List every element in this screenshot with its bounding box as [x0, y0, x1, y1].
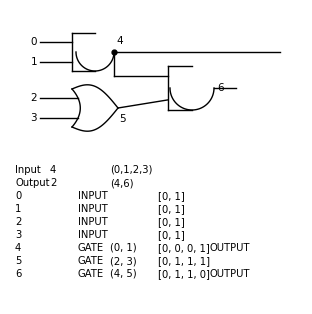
Text: INPUT: INPUT — [78, 230, 108, 240]
Text: 1: 1 — [15, 204, 22, 214]
Text: (0, 1): (0, 1) — [110, 243, 137, 253]
Text: 3: 3 — [30, 113, 37, 123]
Text: 5: 5 — [15, 256, 22, 266]
Text: [0, 1]: [0, 1] — [158, 204, 185, 214]
Text: 4: 4 — [15, 243, 21, 253]
Text: GATE: GATE — [78, 243, 104, 253]
Text: Output: Output — [15, 178, 50, 188]
Text: 2: 2 — [15, 217, 22, 227]
Text: 1: 1 — [30, 57, 37, 67]
Text: [0, 1, 1, 0]: [0, 1, 1, 0] — [158, 269, 210, 279]
Text: OUTPUT: OUTPUT — [210, 269, 251, 279]
Text: GATE: GATE — [78, 269, 104, 279]
Text: 2: 2 — [30, 93, 37, 103]
Text: [0, 0, 0, 1]: [0, 0, 0, 1] — [158, 243, 210, 253]
Text: [0, 1, 1, 1]: [0, 1, 1, 1] — [158, 256, 210, 266]
Text: 6: 6 — [15, 269, 22, 279]
Text: 3: 3 — [15, 230, 21, 240]
Text: 4: 4 — [50, 165, 56, 175]
Text: (4,6): (4,6) — [110, 178, 134, 188]
Text: [0, 1]: [0, 1] — [158, 230, 185, 240]
Text: (2, 3): (2, 3) — [110, 256, 137, 266]
Text: [0, 1]: [0, 1] — [158, 191, 185, 201]
Text: INPUT: INPUT — [78, 204, 108, 214]
Text: (4, 5): (4, 5) — [110, 269, 137, 279]
Text: 2: 2 — [50, 178, 56, 188]
Text: Input: Input — [15, 165, 41, 175]
Text: OUTPUT: OUTPUT — [210, 243, 251, 253]
Text: INPUT: INPUT — [78, 191, 108, 201]
Text: 0: 0 — [15, 191, 21, 201]
Text: (0,1,2,3): (0,1,2,3) — [110, 165, 152, 175]
Text: 5: 5 — [119, 114, 126, 124]
Text: 0: 0 — [31, 37, 37, 47]
Text: GATE: GATE — [78, 256, 104, 266]
Text: 6: 6 — [217, 83, 224, 93]
Text: [0, 1]: [0, 1] — [158, 217, 185, 227]
Text: 4: 4 — [116, 36, 123, 46]
Text: INPUT: INPUT — [78, 217, 108, 227]
